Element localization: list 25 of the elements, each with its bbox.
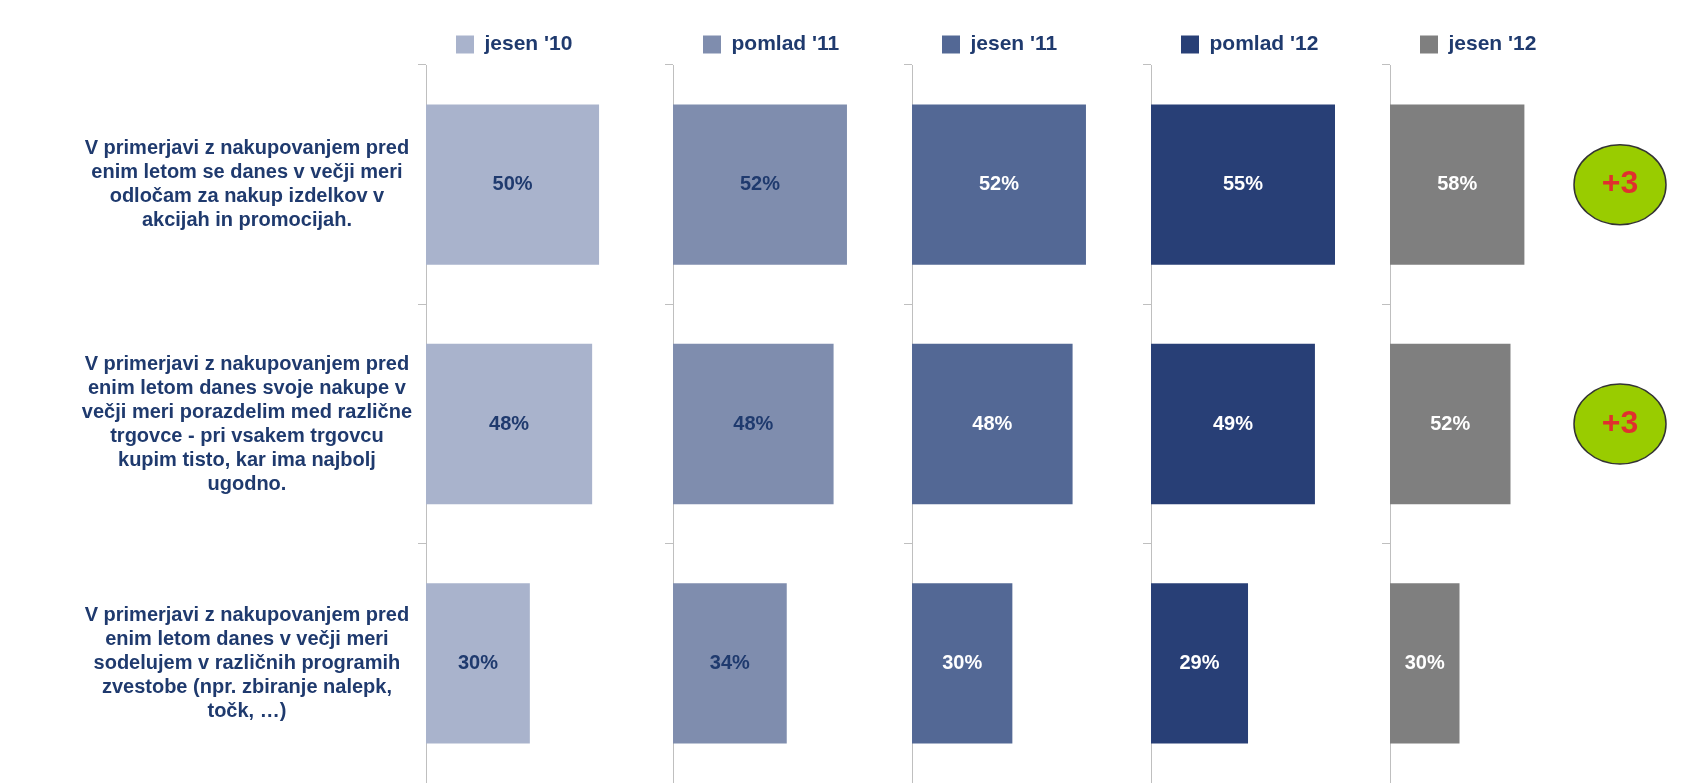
data-label: 55% (1222, 172, 1264, 195)
legend-label: jesen '11 (969, 31, 1058, 55)
y-tick-label: V primerjavi z nakupovanjem pred enim letom danes svoje nakupe v večji meri porazdelim med različne trgovce - pri vsakem trgovcu kupim tisto, kar ima najbolj ugodno. (81, 351, 412, 494)
data-label: 29% (1179, 650, 1220, 673)
data-label: 48% (972, 411, 1013, 434)
data-label: 49% (1212, 411, 1254, 434)
y-tick-label: V primerjavi z nakupovanjem pred enim letom se danes v večji meri odločam za nakup izdelkov v akcijah in promocijah. (84, 136, 410, 231)
data-label: 52% (739, 172, 781, 195)
data-label: 52% (1430, 411, 1471, 434)
y-tick-label: V primerjavi z nakupovanjem pred enim letom danes v večji meri sodelujem v različnih programih zvestobe (npr. zbiranje nalepk, točk, …) (84, 602, 410, 721)
data-label: 30% (457, 650, 499, 673)
legend-label: pomlad '11 (731, 31, 840, 55)
text: +3 (1601, 403, 1639, 440)
legend-label: jesen '10 (483, 31, 573, 55)
data-label: 58% (1437, 172, 1478, 195)
text: +3 (1601, 164, 1639, 201)
data-label: 50% (492, 172, 533, 195)
data-label: 30% (942, 650, 983, 673)
legend-label: jesen '12 (1447, 31, 1537, 55)
legend-label: pomlad '12 (1209, 31, 1319, 55)
data-label: 52% (978, 172, 1020, 195)
data-label: 34% (709, 650, 751, 673)
data-label: 48% (489, 411, 530, 434)
data-label: 48% (733, 411, 774, 434)
data-label: 30% (1404, 650, 1445, 673)
